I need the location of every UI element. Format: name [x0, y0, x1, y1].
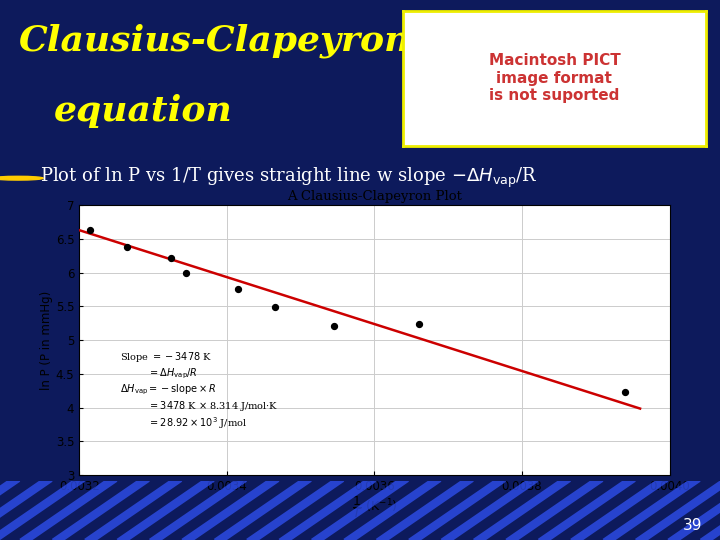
Text: Macintosh PICT
image format
is not suported: Macintosh PICT image format is not supor… [489, 53, 620, 103]
Text: Slope $= -3478$ K
         $= \Delta H_\mathrm{vap}/R$
$\Delta H_\mathrm{vap} = : Slope $= -3478$ K $= \Delta H_\mathrm{va… [120, 350, 279, 431]
Text: equation: equation [54, 94, 233, 127]
Point [232, 285, 243, 293]
Title: A Clausius-Clapeyron Plot: A Clausius-Clapeyron Plot [287, 190, 462, 202]
Text: Clausius-Clapeyron: Clausius-Clapeyron [19, 23, 411, 58]
Point [269, 303, 281, 312]
Point [181, 269, 192, 278]
Point [413, 320, 424, 328]
X-axis label: $\dfrac{1}{T}$ (K$^{-1}$): $\dfrac{1}{T}$ (K$^{-1}$) [351, 495, 397, 521]
Text: Plot of ln P vs 1/T gives straight line w slope $-\Delta H_\mathrm{vap}$/R: Plot of ln P vs 1/T gives straight line … [40, 166, 537, 190]
Point [166, 254, 177, 262]
Point [328, 322, 340, 330]
Circle shape [0, 176, 43, 180]
Y-axis label: ln P (P in mmHg): ln P (P in mmHg) [40, 291, 53, 390]
Text: 39: 39 [683, 518, 702, 532]
Point [122, 243, 133, 252]
Point [619, 388, 631, 396]
Point [84, 226, 96, 234]
